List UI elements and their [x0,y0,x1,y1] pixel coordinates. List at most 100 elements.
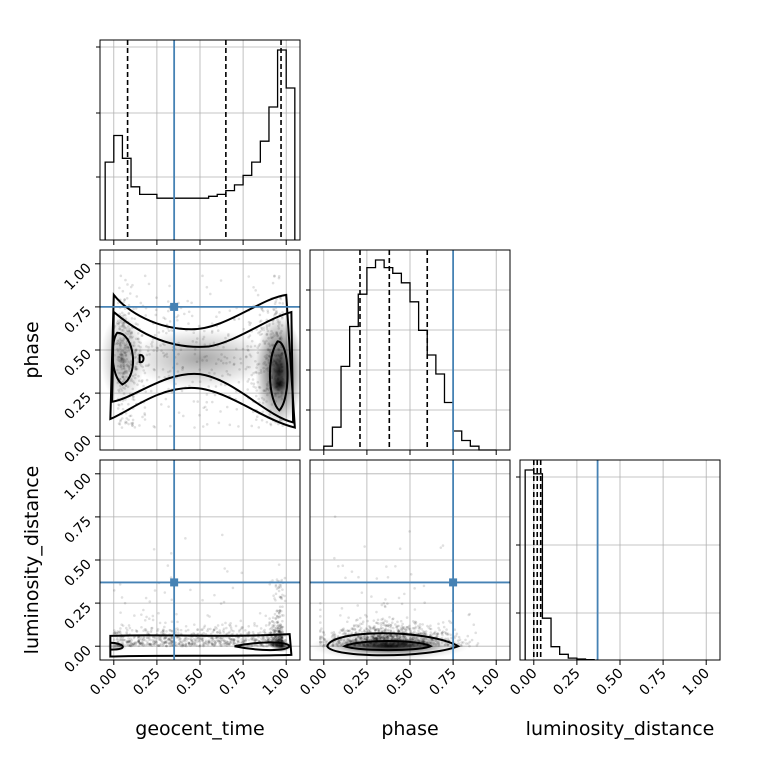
sample-point [273,623,276,627]
sample-point [226,570,229,573]
sample-point [219,279,223,282]
sample-point [436,632,439,635]
sample-point [251,378,255,381]
sample-point [381,617,385,621]
sample-point [274,592,278,596]
sample-point [276,636,279,640]
sample-point [187,643,191,647]
sample-point [360,591,364,594]
sample-point [259,643,263,646]
sample-point [115,638,119,642]
sample-point [205,400,209,404]
sample-point [152,547,156,551]
sample-point [225,642,229,646]
sample-point [158,643,162,646]
sample-point [248,334,252,337]
sample-point [144,628,148,631]
sample-point [181,643,185,647]
sample-point [230,638,234,641]
sample-point [351,627,355,630]
sample-point [440,631,444,634]
sample-point [233,318,236,322]
sample-point [143,412,146,415]
sample-point [283,599,287,603]
sample-point [229,638,233,642]
sample-point [245,638,248,641]
sample-point [272,308,276,312]
sample-point [278,609,282,612]
sample-point [359,626,363,630]
sample-point [194,638,198,641]
sample-point [192,637,196,641]
sample-point [201,639,204,643]
sample-point [280,635,284,638]
sample-point [122,638,126,642]
sample-point [146,630,150,634]
sample-point [226,640,230,644]
sample-point [119,611,122,614]
sample-point [214,641,217,645]
sample-point [140,641,143,645]
sample-point [208,639,211,642]
sample-point [264,624,268,627]
sample-point [282,614,285,617]
sample-point [117,404,121,407]
sample-point [154,640,158,643]
histogram-geocent_time [104,49,296,240]
sample-point [252,382,256,386]
sample-point [152,642,156,646]
sample-point [277,629,280,633]
sample-point [179,632,183,636]
sample-point [408,626,411,630]
sample-point [225,641,229,644]
sample-point [420,628,424,631]
sample-point [320,635,324,639]
sample-point [273,630,277,634]
sample-point [277,624,281,628]
sample-point [151,618,155,622]
sample-point [116,630,119,633]
sample-point [386,629,389,633]
sample-point [260,329,263,332]
sample-point [168,642,171,646]
sample-point [137,644,141,648]
sample-point [210,639,214,643]
sample-point [374,628,377,632]
sample-point [390,621,394,624]
sample-point [198,639,201,643]
sample-point [145,636,149,639]
sample-point [157,644,160,648]
sample-point [138,637,142,641]
sample-point [140,637,144,641]
sample-point [281,311,284,314]
sample-point [270,626,273,630]
sample-point [193,641,197,645]
sample-point [227,631,230,635]
sample-point [280,636,284,639]
sample-point [193,639,197,643]
sample-point [211,643,214,646]
sample-point [374,621,378,625]
sample-point [241,626,244,629]
sample-point [263,631,267,634]
sample-point [221,623,224,627]
sample-point [153,425,157,429]
sample-point [281,605,284,609]
sample-point [266,309,270,312]
sample-point [146,641,149,645]
sample-point [231,586,235,590]
sample-point [162,641,165,644]
sample-point [263,628,266,632]
sample-point [163,641,167,644]
x-tick-label: 0.00 [87,666,120,699]
sample-point [391,617,394,621]
sample-point [232,629,235,633]
sample-point [222,600,226,604]
contour-line [111,309,295,424]
sample-point [223,641,227,644]
sample-point [190,638,193,642]
sample-point [185,639,188,642]
sample-point [274,636,278,640]
sample-point [274,312,277,316]
y-tick-label: 1.00 [61,470,94,503]
